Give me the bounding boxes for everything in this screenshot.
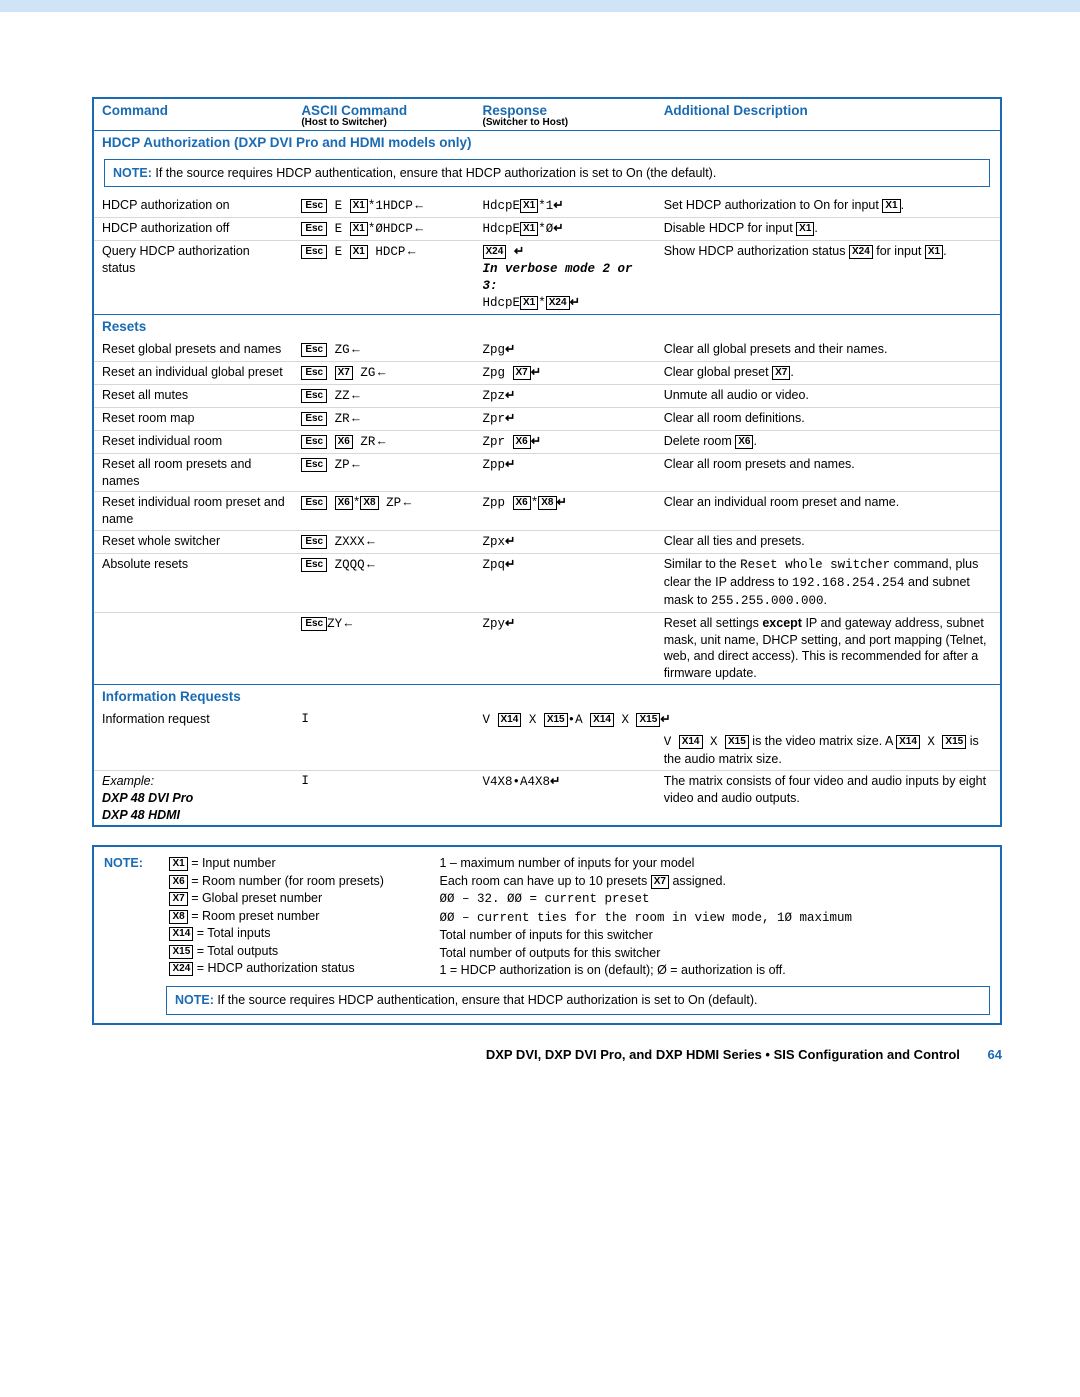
cell-cmd: HDCP authorization on (94, 193, 293, 217)
inner-note-text: If the source requires HDCP authenticati… (217, 993, 757, 1007)
row-inforeq-desc: V X14 X X15 is the video matrix size. A … (94, 731, 1000, 770)
note-label: NOTE: (104, 855, 166, 873)
note-columns: X1 = Input number X6 = Room number (for … (169, 855, 949, 980)
col-ascii: ASCII Command(Host to Switcher) (293, 99, 474, 131)
th-label: Command (102, 103, 168, 118)
note-text: If the source requires HDCP authenticati… (155, 166, 716, 180)
th-label: ASCII Command (301, 103, 407, 118)
section-title: HDCP Authorization (DXP DVI Pro and HDMI… (94, 131, 1000, 154)
cell-resp: HdcpEX1*1↵ (475, 193, 656, 217)
row-hdcp-off: HDCP authorization off Esc E X1*ØHDCP← H… (94, 217, 1000, 240)
th-sub: (Host to Switcher) (301, 117, 466, 128)
section-resets: Resets (94, 315, 1000, 338)
row-zy: EscZY← Zpy↵ Reset all settings except IP… (94, 612, 1000, 685)
cell-resp: HdcpEX1*Ø↵ (475, 217, 656, 240)
cell-ascii: Esc E X1*1HDCP← (293, 193, 474, 217)
note-right-col: 1 – maximum number of inputs for your mo… (439, 855, 949, 980)
esc-key: Esc (301, 199, 327, 213)
page-footer: DXP DVI, DXP DVI Pro, and DXP HDMI Serie… (92, 1047, 1002, 1062)
note-left-col: X1 = Input number X6 = Room number (for … (169, 855, 439, 978)
col-response: Response(Switcher to Host) (475, 99, 656, 131)
col-desc: Additional Description (656, 99, 1000, 131)
cell-ascii: Esc E X1 HDCP← (293, 240, 474, 315)
note-row: NOTE: If the source requires HDCP authen… (94, 153, 1000, 193)
row-rirp: Reset individual room preset and name Es… (94, 492, 1000, 531)
cell-desc: Set HDCP authorization to On for input X… (656, 193, 1000, 217)
var-box: X1 (882, 199, 900, 213)
cell-desc: Show HDCP authorization status X24 for i… (656, 240, 1000, 315)
section-info: Information Requests (94, 685, 1000, 708)
footer-text: DXP DVI, DXP DVI Pro, and DXP HDMI Serie… (486, 1047, 960, 1062)
col-command: Command (94, 99, 293, 131)
var-box: X1 (350, 199, 368, 213)
verbose-label: In verbose mode 2 or 3: (483, 262, 633, 293)
main-table: Command ASCII Command(Host to Switcher) … (92, 97, 1002, 827)
section-title: Resets (94, 315, 1000, 338)
page-number: 64 (988, 1047, 1002, 1062)
row-hdcp-query: Query HDCP authorization status Esc E X1… (94, 240, 1000, 315)
table-header: Command ASCII Command(Host to Switcher) … (94, 99, 1000, 131)
row-rgp: Reset global presets and names Esc ZG← Z… (94, 337, 1000, 361)
section-title: Information Requests (94, 685, 1000, 708)
row-rig: Reset an individual global preset Esc X7… (94, 362, 1000, 385)
page: Command ASCII Command(Host to Switcher) … (0, 0, 1080, 1062)
cell-ascii: Esc E X1*ØHDCP← (293, 217, 474, 240)
cell-cmd: Query HDCP authorization status (94, 240, 293, 315)
return-icon: ↵ (553, 198, 563, 212)
bottom-note-box: NOTE: X1 = Input number X6 = Room number… (92, 845, 1002, 1025)
row-abs: Absolute resets Esc ZQQQ← Zpq↵ Similar t… (94, 554, 1000, 613)
th-label: Additional Description (664, 103, 808, 118)
var-box: X1 (520, 199, 538, 213)
cell-cmd: HDCP authorization off (94, 217, 293, 240)
cell-resp: X24 ↵ In verbose mode 2 or 3: HdcpEX1*X2… (475, 240, 656, 315)
row-rws: Reset whole switcher Esc ZXXX← Zpx↵ Clea… (94, 531, 1000, 554)
row-rarp: Reset all room presets and names Esc ZP←… (94, 453, 1000, 492)
th-label: Response (483, 103, 548, 118)
row-rir: Reset individual room Esc X6 ZR← Zpr X6↵… (94, 430, 1000, 453)
row-example: Example:DXP 48 DVI ProDXP 48 HDMI I V4X8… (94, 770, 1000, 825)
cell-desc: Disable HDCP for input X1. (656, 217, 1000, 240)
row-hdcp-on: HDCP authorization on Esc E X1*1HDCP← Hd… (94, 193, 1000, 217)
row-inforeq: Information request I V X14 X X15•A X14 … (94, 707, 1000, 731)
row-rrm: Reset room map Esc ZR← Zpr↵ Clear all ro… (94, 407, 1000, 430)
enter-icon: ← (413, 198, 426, 212)
command-table: Command ASCII Command(Host to Switcher) … (94, 99, 1000, 825)
inner-note: NOTE: If the source requires HDCP authen… (166, 986, 990, 1016)
section-hdcp: HDCP Authorization (DXP DVI Pro and HDMI… (94, 131, 1000, 154)
content: Command ASCII Command(Host to Switcher) … (92, 97, 1002, 1062)
top-stripe (0, 0, 1080, 12)
note-box: NOTE: If the source requires HDCP authen… (104, 159, 990, 187)
th-sub: (Switcher to Host) (483, 117, 648, 128)
row-ram: Reset all mutes Esc ZZ← Zpz↵ Unmute all … (94, 385, 1000, 408)
